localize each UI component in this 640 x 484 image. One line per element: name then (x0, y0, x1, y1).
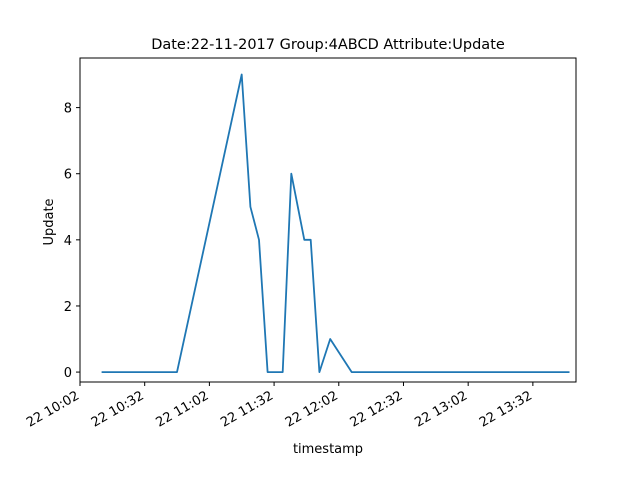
series-group (101, 73, 570, 374)
plot-frame (79, 57, 577, 383)
y-tick-label: 8 (64, 102, 72, 117)
y-tick-label: 0 (64, 366, 72, 381)
y-tick-label: 2 (64, 300, 72, 315)
x-axis-label: timestamp (293, 442, 363, 457)
y-tick-label: 4 (64, 234, 72, 249)
y-axis: 0 2 4 6 8 (64, 102, 80, 381)
series-line (101, 73, 570, 374)
y-axis-label: Update (42, 198, 57, 245)
chart-title: Date:22-11-2017 Group:4ABCD Attribute:Up… (151, 37, 505, 53)
y-tick-label: 6 (64, 168, 72, 183)
